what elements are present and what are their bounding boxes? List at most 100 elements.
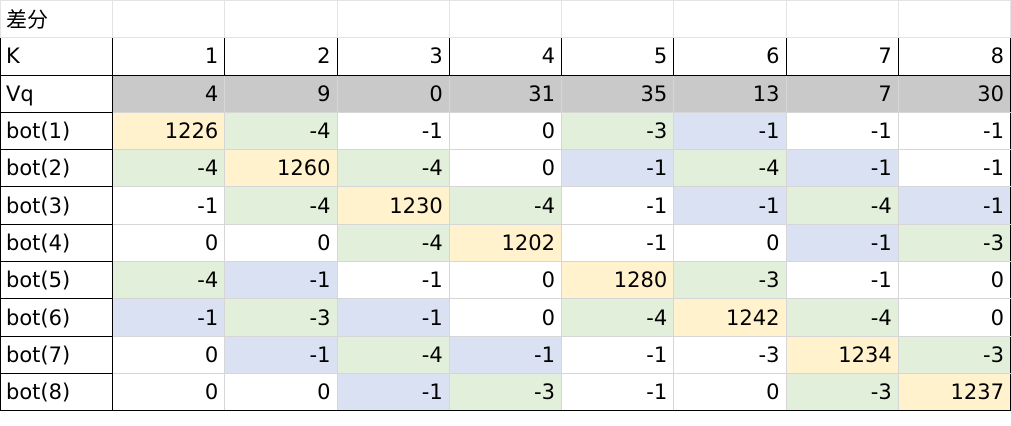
value-cell[interactable]: 0 <box>111 224 226 263</box>
k-value-cell[interactable]: 8 <box>897 37 1011 76</box>
k-value-cell[interactable]: 4 <box>448 37 563 76</box>
empty-cell[interactable] <box>336 0 450 39</box>
value-cell[interactable]: 0 <box>673 373 787 412</box>
vq-value-cell[interactable]: 35 <box>560 74 675 113</box>
value-cell[interactable]: 0 <box>111 336 226 374</box>
value-cell[interactable]: -4 <box>673 149 787 188</box>
value-cell[interactable]: -1 <box>785 112 899 151</box>
k-value-cell[interactable]: 7 <box>785 37 899 76</box>
diagonal-value-cell[interactable]: 1237 <box>897 373 1011 412</box>
k-value-cell[interactable]: 2 <box>224 37 338 76</box>
value-cell[interactable]: -1 <box>560 149 675 188</box>
k-value-cell[interactable]: 3 <box>336 37 450 76</box>
vq-value-cell[interactable]: 7 <box>785 74 899 113</box>
row-label-cell[interactable]: bot(7) <box>0 335 113 374</box>
value-cell[interactable]: -1 <box>897 149 1011 188</box>
value-cell[interactable]: -4 <box>785 186 899 225</box>
row-label-cell[interactable]: bot(6) <box>0 298 113 337</box>
value-cell[interactable]: 0 <box>448 261 563 300</box>
value-cell[interactable]: -1 <box>785 149 899 188</box>
value-cell[interactable]: -1 <box>560 224 675 263</box>
empty-cell[interactable] <box>673 0 787 39</box>
value-cell[interactable]: 0 <box>673 224 787 263</box>
empty-cell[interactable] <box>897 0 1011 39</box>
value-cell[interactable]: -1 <box>897 186 1011 225</box>
value-cell[interactable]: 0 <box>111 373 226 412</box>
value-cell[interactable]: -1 <box>673 186 787 225</box>
vq-value-cell[interactable]: 13 <box>673 74 787 113</box>
diagonal-value-cell[interactable]: 1202 <box>448 224 563 263</box>
diagonal-value-cell[interactable]: 1260 <box>224 149 338 188</box>
vq-label-cell[interactable]: Vq <box>0 74 113 113</box>
value-cell[interactable]: -1 <box>336 261 450 300</box>
vq-value-cell[interactable]: 0 <box>336 74 450 113</box>
value-cell[interactable]: -3 <box>673 261 787 300</box>
table-row: bot(1) 1226 -4 -1 0 -3 -1 -1 -1 <box>0 111 1011 151</box>
empty-cell[interactable] <box>785 0 899 39</box>
diagonal-value-cell[interactable]: 1280 <box>560 261 675 300</box>
row-label-cell[interactable]: bot(1) <box>0 111 113 151</box>
value-cell[interactable]: -1 <box>897 112 1011 151</box>
value-cell[interactable]: 0 <box>897 298 1011 337</box>
diagonal-value-cell[interactable]: 1234 <box>785 336 899 374</box>
sheet-title-cell[interactable]: 差分 <box>0 0 113 39</box>
value-cell[interactable]: -1 <box>224 336 338 374</box>
vq-value-cell[interactable]: 30 <box>897 74 1011 113</box>
value-cell[interactable]: -3 <box>224 298 338 337</box>
value-cell[interactable]: -1 <box>560 186 675 225</box>
value-cell[interactable]: -4 <box>111 261 226 300</box>
row-label-cell[interactable]: bot(2) <box>0 149 113 188</box>
value-cell[interactable]: -4 <box>111 149 226 188</box>
value-cell[interactable]: -3 <box>785 373 899 412</box>
value-cell[interactable]: -1 <box>336 298 450 337</box>
value-cell[interactable]: 0 <box>448 298 563 337</box>
value-cell[interactable]: -4 <box>785 298 899 337</box>
value-cell[interactable]: -3 <box>448 373 563 412</box>
k-label-cell[interactable]: K <box>0 37 113 76</box>
value-cell[interactable]: -1 <box>560 336 675 374</box>
value-cell[interactable]: -4 <box>560 298 675 337</box>
value-cell[interactable]: -4 <box>336 336 450 374</box>
row-label-cell[interactable]: bot(8) <box>0 372 113 412</box>
vq-value-cell[interactable]: 9 <box>224 74 338 113</box>
value-cell[interactable]: 0 <box>448 112 563 151</box>
diagonal-value-cell[interactable]: 1230 <box>336 186 450 225</box>
value-cell[interactable]: 0 <box>224 224 338 263</box>
value-cell[interactable]: -1 <box>785 261 899 300</box>
value-cell[interactable]: -1 <box>111 186 226 225</box>
value-cell[interactable]: -3 <box>673 336 787 374</box>
empty-cell[interactable] <box>448 0 563 39</box>
vq-value-cell[interactable]: 31 <box>448 74 563 113</box>
value-cell[interactable]: -3 <box>897 336 1011 374</box>
vq-value-cell[interactable]: 4 <box>111 74 226 113</box>
empty-cell[interactable] <box>224 0 338 39</box>
value-cell[interactable]: -1 <box>785 224 899 263</box>
value-cell[interactable]: -3 <box>897 224 1011 263</box>
empty-cell[interactable] <box>560 0 675 39</box>
value-cell[interactable]: -1 <box>336 373 450 412</box>
value-cell[interactable]: -1 <box>560 373 675 412</box>
diagonal-value-cell[interactable]: 1242 <box>673 298 787 337</box>
value-cell[interactable]: -1 <box>111 298 226 337</box>
row-label-cell[interactable]: bot(5) <box>0 261 113 300</box>
value-cell[interactable]: 0 <box>224 373 338 412</box>
value-cell[interactable]: -4 <box>224 112 338 151</box>
value-cell[interactable]: -1 <box>336 112 450 151</box>
value-cell[interactable]: -1 <box>224 261 338 300</box>
k-value-cell[interactable]: 5 <box>560 37 675 76</box>
value-cell[interactable]: -4 <box>336 224 450 263</box>
value-cell[interactable]: -1 <box>673 112 787 151</box>
value-cell[interactable]: 0 <box>897 261 1011 300</box>
row-label-cell[interactable]: bot(4) <box>0 223 113 263</box>
k-value-cell[interactable]: 6 <box>673 37 787 76</box>
value-cell[interactable]: 0 <box>448 149 563 188</box>
row-label-cell[interactable]: bot(3) <box>0 186 113 225</box>
value-cell[interactable]: -4 <box>448 186 563 225</box>
empty-cell[interactable] <box>111 0 226 39</box>
diagonal-value-cell[interactable]: 1226 <box>111 112 226 151</box>
value-cell[interactable]: -3 <box>560 112 675 151</box>
k-value-cell[interactable]: 1 <box>111 37 226 76</box>
value-cell[interactable]: -1 <box>448 336 563 374</box>
value-cell[interactable]: -4 <box>336 149 450 188</box>
value-cell[interactable]: -4 <box>224 186 338 225</box>
